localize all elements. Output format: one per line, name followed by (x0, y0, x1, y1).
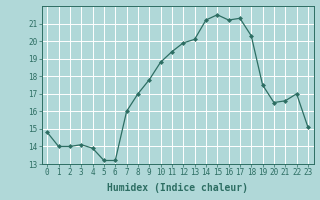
X-axis label: Humidex (Indice chaleur): Humidex (Indice chaleur) (107, 183, 248, 193)
